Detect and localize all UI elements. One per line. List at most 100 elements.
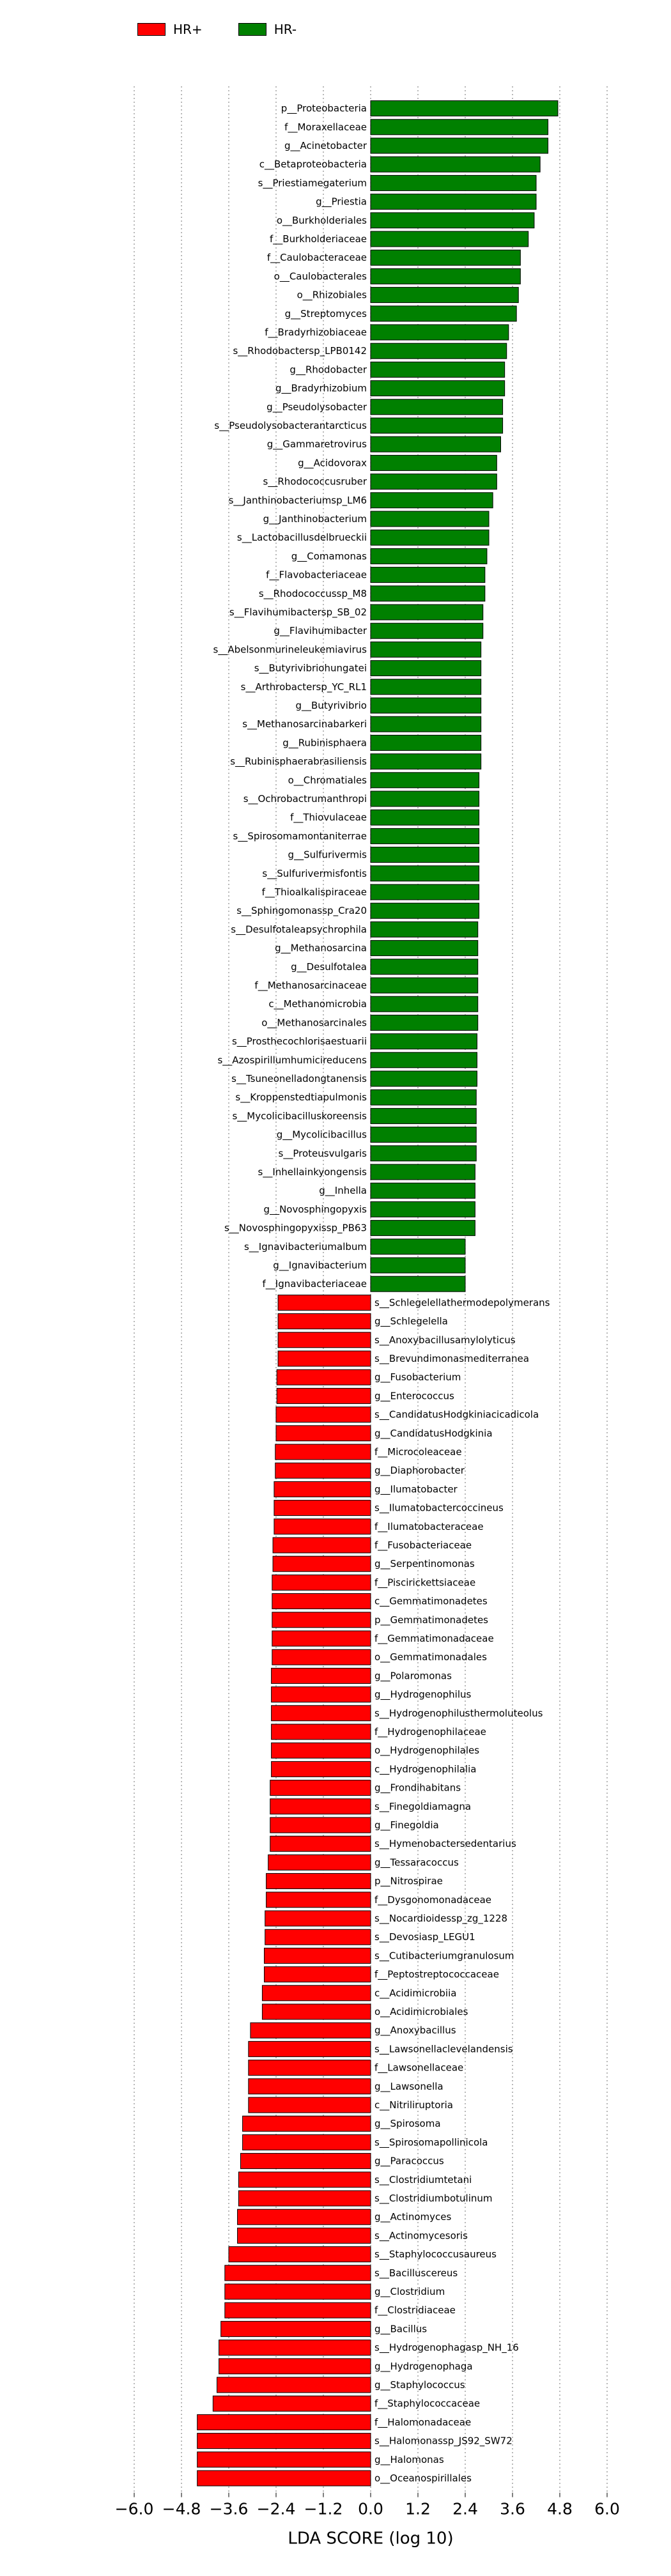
x-tick-label: −4.8: [162, 2500, 201, 2518]
bar-label: g__Desulfotalea: [291, 961, 367, 973]
bar: [370, 417, 504, 434]
bar-label: g__Spirosoma: [374, 2118, 441, 2130]
bar-label: s__Priestiamegaterium: [258, 177, 367, 189]
bar-label: o__Caulobacterales: [274, 270, 367, 282]
bar: [270, 1835, 371, 1852]
bar-label: c__Hydrogenophilalia: [374, 1763, 476, 1775]
x-tick-label: −1.2: [304, 2500, 343, 2518]
bar: [265, 1929, 371, 1945]
bar-label: f__Hydrogenophilaceae: [374, 1726, 486, 1738]
bar-label: g__Janthinobacterium: [263, 513, 367, 525]
bar: [197, 2414, 371, 2430]
bar-label: g__Acinetobacter: [284, 140, 367, 152]
bar: [272, 1593, 371, 1610]
bar: [370, 529, 490, 546]
bar: [370, 343, 507, 359]
bar-label: s__Rhodococcussp_M8: [259, 588, 367, 600]
bar: [370, 716, 482, 732]
bar: [237, 2209, 371, 2225]
bar: [370, 622, 484, 639]
bar: [370, 791, 480, 807]
bar: [370, 454, 497, 471]
bar-label: s__Rhodococcusruber: [263, 476, 367, 488]
bar-label: f__Moraxellaceae: [284, 121, 367, 134]
bar: [370, 940, 479, 957]
bar-label: f__Microcoleaceae: [374, 1446, 462, 1458]
bar-label: g__Anoxybacillus: [374, 2025, 456, 2037]
bar: [370, 567, 486, 583]
bar: [197, 2433, 371, 2449]
bar-label: s__Pseudolysobacterantarcticus: [214, 420, 367, 432]
bar: [277, 1294, 371, 1311]
x-tick-label: 2.4: [452, 2500, 478, 2518]
bar: [261, 2003, 371, 2020]
bar-label: s__Brevundimonasmediterranea: [374, 1353, 529, 1365]
bar: [370, 1070, 477, 1087]
bar: [277, 1332, 371, 1348]
bar: [219, 2340, 371, 2356]
bar-label: g__Diaphorobacter: [374, 1465, 465, 1477]
bar-label: f__Staphylococcaceae: [374, 2398, 480, 2410]
bar-label: f__Clostridiaceae: [374, 2304, 456, 2317]
bar: [276, 1369, 371, 1385]
bar: [370, 268, 521, 284]
bar: [370, 511, 490, 527]
bar-label: c__Methanomicrobia: [268, 998, 367, 1010]
bar-label: s__Inhellainkyongensis: [258, 1166, 367, 1178]
bar: [276, 1387, 371, 1404]
x-tick-label: 3.6: [500, 2500, 525, 2518]
bar-label: s__Kroppenstedtiapulmonis: [235, 1091, 367, 1104]
bar-label: g__Bacillus: [374, 2323, 427, 2335]
bar-label: g__Paracoccus: [374, 2156, 444, 2168]
bar: [248, 2097, 371, 2113]
bar-label: f__Bradyrhizobiaceae: [265, 327, 367, 339]
bar: [238, 2190, 371, 2207]
bar: [275, 1407, 371, 1423]
bar: [217, 2377, 371, 2393]
bar: [219, 2358, 371, 2375]
bar-label: g__Polaromonas: [374, 1670, 452, 1682]
bar: [265, 1910, 371, 1927]
bar: [370, 734, 482, 751]
legend: HR+ HR-: [137, 22, 297, 37]
bar-label: s__Schlegelellathermodepolymerans: [374, 1297, 550, 1309]
bar-label: s__Hydrogenophilusthermoluteolus: [374, 1708, 543, 1720]
bar-label: s__Mycolicibacilluskoreensis: [232, 1110, 367, 1122]
bar-label: c__Nitriliruptoria: [374, 2099, 453, 2111]
bar: [370, 977, 479, 994]
bar: [370, 641, 482, 658]
bar: [370, 865, 480, 882]
legend-label-hr-minus: HR-: [274, 22, 297, 37]
bar-label: s__Abelsonmurineleukemiavirus: [213, 644, 367, 656]
bar: [370, 828, 480, 844]
bar-label: g__Bradyrhizobium: [275, 383, 367, 395]
bar: [370, 361, 505, 378]
bar: [224, 2265, 371, 2281]
legend-item-hr-minus: HR-: [238, 22, 297, 37]
x-tick-label: −6.0: [115, 2500, 154, 2518]
bar: [264, 1966, 371, 1983]
bar-label: f__Halomonadaceae: [374, 2416, 471, 2428]
bar-label: c__Betaproteobacteria: [259, 158, 367, 171]
bar: [261, 1985, 371, 2001]
x-axis-label: LDA SCORE (log 10): [288, 2529, 453, 2549]
bar-label: f__Lawsonellaceae: [374, 2062, 463, 2074]
bar: [370, 996, 479, 1012]
bar-label: c__Acidimicrobiia: [374, 1987, 456, 2000]
bar: [370, 959, 479, 975]
bar-label: o__Burkholderiales: [277, 215, 367, 227]
bar-label: s__CandidatusHodgkiniacicadicola: [374, 1409, 539, 1421]
x-tick-label: 1.2: [405, 2500, 431, 2518]
bar-label: s__Hydrogenophagasp_NH_16: [374, 2342, 519, 2354]
bar-label: s__Halomonassp_JS92_SW72: [374, 2435, 513, 2448]
bar: [370, 772, 480, 789]
bar-label: o__Hydrogenophilales: [374, 1745, 479, 1757]
bar: [242, 2115, 371, 2132]
bar: [370, 1201, 475, 1217]
bar-label: f__Thioalkalispiraceae: [262, 886, 367, 899]
bar: [264, 1947, 371, 1964]
bar: [238, 2171, 371, 2188]
bar: [370, 1182, 475, 1199]
bar-label: g__Ignavibacterium: [273, 1260, 367, 1272]
bar: [370, 884, 480, 900]
